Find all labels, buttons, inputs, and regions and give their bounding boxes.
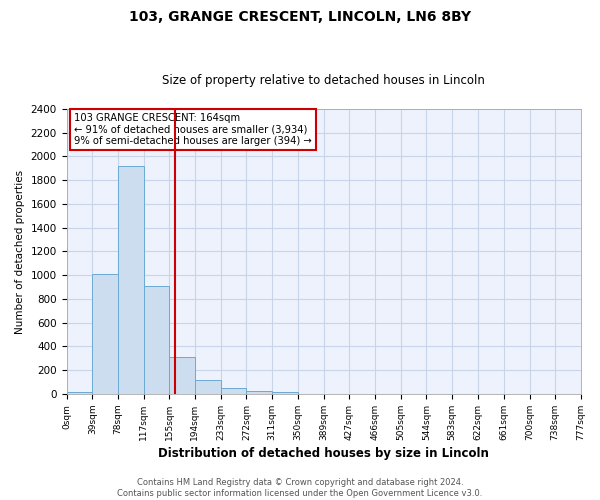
Text: 103 GRANGE CRESCENT: 164sqm
← 91% of detached houses are smaller (3,934)
9% of s: 103 GRANGE CRESCENT: 164sqm ← 91% of det…	[74, 114, 312, 146]
Bar	[221, 388, 247, 394]
Bar	[272, 392, 298, 394]
Title: Size of property relative to detached houses in Lincoln: Size of property relative to detached ho…	[162, 74, 485, 87]
Bar	[67, 392, 92, 394]
Bar	[169, 357, 195, 394]
Bar	[144, 286, 169, 394]
Text: 103, GRANGE CRESCENT, LINCOLN, LN6 8BY: 103, GRANGE CRESCENT, LINCOLN, LN6 8BY	[129, 10, 471, 24]
Text: Contains HM Land Registry data © Crown copyright and database right 2024.
Contai: Contains HM Land Registry data © Crown c…	[118, 478, 482, 498]
Bar	[118, 166, 144, 394]
Y-axis label: Number of detached properties: Number of detached properties	[15, 170, 25, 334]
X-axis label: Distribution of detached houses by size in Lincoln: Distribution of detached houses by size …	[158, 447, 489, 460]
Bar	[92, 274, 118, 394]
Bar	[247, 391, 272, 394]
Bar	[195, 380, 221, 394]
